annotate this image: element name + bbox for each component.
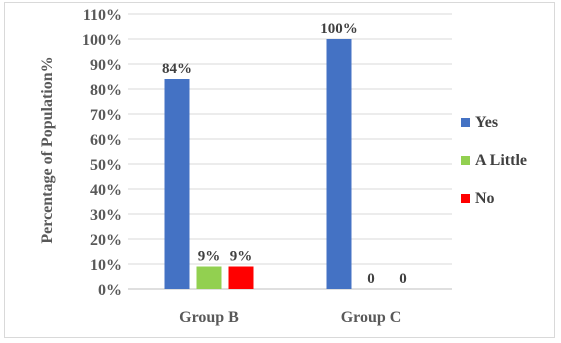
data-label: 9% — [230, 249, 253, 265]
data-label: 0 — [399, 271, 407, 287]
bar-no — [228, 266, 254, 289]
y-axis-label: Percentage of Population% — [39, 56, 56, 243]
bar-yes — [326, 39, 352, 289]
x-tick-label: Group B — [179, 309, 239, 326]
y-tick-label: 80% — [90, 82, 122, 99]
y-tick-label: 110% — [83, 7, 122, 24]
y-tick-label: 90% — [90, 57, 122, 74]
legend: Yes A Little No — [461, 114, 527, 207]
y-axis-ticks: 0% 10% 20% 30% 40% 50% 60% 70% 80% 90% 100% 110% — [82, 7, 122, 299]
y-tick-label: 70% — [90, 107, 122, 124]
x-tick-label: Group C — [341, 309, 402, 326]
bar-yes — [164, 79, 190, 289]
legend-swatch — [461, 194, 470, 203]
legend-label: A Little — [475, 152, 527, 169]
y-tick-label: 20% — [90, 232, 122, 249]
legend-swatch — [461, 118, 470, 127]
data-label: 9% — [198, 249, 221, 265]
data-label: 0 — [367, 271, 375, 287]
y-tick-label: 40% — [90, 182, 122, 199]
y-tick-label: 10% — [90, 257, 122, 274]
y-tick-label: 100% — [82, 32, 122, 49]
y-tick-label: 0% — [98, 282, 122, 299]
y-tick-label: 30% — [90, 207, 122, 224]
legend-label: Yes — [475, 114, 498, 131]
x-axis-ticks: Group B Group C — [179, 309, 401, 326]
data-label: 100% — [320, 21, 358, 37]
legend-label: No — [475, 190, 495, 207]
chart-frame — [4, 2, 555, 338]
bars: 84% 9% 9% 100% 0 0 — [162, 21, 407, 289]
bar-a-little — [196, 266, 222, 289]
data-label: 84% — [162, 61, 192, 77]
y-tick-label: 50% — [90, 157, 122, 174]
legend-swatch — [461, 156, 470, 165]
y-tick-label: 60% — [90, 132, 122, 149]
